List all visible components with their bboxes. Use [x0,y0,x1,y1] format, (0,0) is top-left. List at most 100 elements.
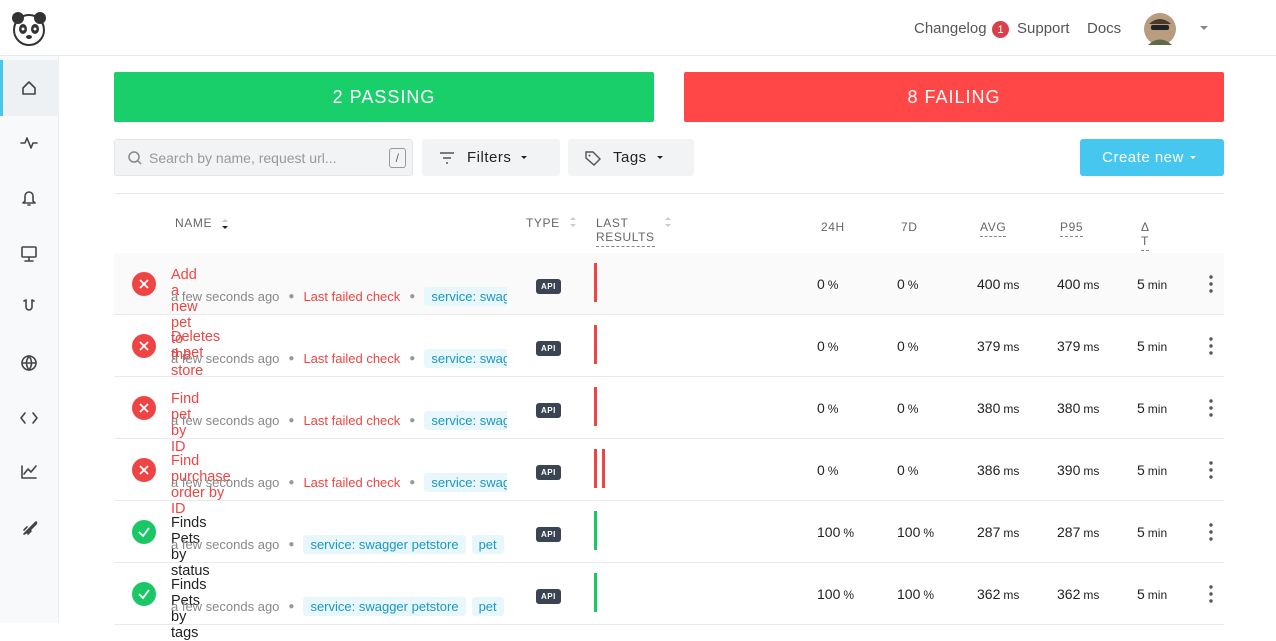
tag[interactable]: service: swagger petstore [424,348,507,368]
search-shortcut: / [389,148,406,168]
changelog-badge: 1 [992,21,1009,38]
metric-unit: % [827,402,839,416]
metric-avg: 380 ms [977,400,1019,416]
metric-value: 5 [1137,586,1145,602]
metric-value: 0 [817,462,825,478]
metric-value: 5 [1137,462,1145,478]
row-menu[interactable] [1208,460,1214,485]
result-bar[interactable] [594,387,597,426]
tag[interactable]: service: swagger petstore [424,472,507,492]
column-header[interactable]: NAME [175,216,213,230]
tag[interactable]: pet [471,596,504,616]
logo[interactable] [10,10,48,48]
separator: ● [409,414,416,426]
tag-icon [585,150,601,166]
tag[interactable]: service: swagger petstore [424,410,507,430]
status-icon [131,333,157,359]
type-badge: API [536,403,561,418]
metric-avg: 386 ms [977,462,1019,478]
table-row[interactable] [114,501,1224,563]
status-icon [131,581,157,607]
row-menu[interactable] [1208,584,1214,609]
avatar[interactable] [1143,12,1177,46]
table-row[interactable] [114,439,1224,501]
row-menu[interactable] [1208,522,1214,547]
check-name[interactable]: Find pet by ID [171,391,200,455]
column-header: P95 [1060,220,1084,237]
tag[interactable]: service: swagger petstore [303,596,466,616]
active-nav-item[interactable] [0,60,59,116]
metric-unit: % [907,340,919,354]
result-bar[interactable] [594,263,597,302]
failing-summary[interactable]: 8 FAILING [684,72,1224,122]
last-failed-note: Last failed check [303,288,401,304]
last-run-time: a few seconds ago [171,598,280,614]
check-name[interactable]: Find purchase order by ID [171,453,231,517]
metric-value: 5 [1137,276,1145,292]
metric-h24: 0% [817,338,838,354]
row-menu[interactable] [1208,336,1214,361]
tag[interactable]: pet [471,534,504,554]
column-header[interactable]: TYPE [526,216,560,230]
column-header: Δ T [1141,220,1149,251]
metric-value: 287 [1057,524,1081,540]
metric-value: 5 [1137,338,1145,354]
tag[interactable]: service: swagger petstore [424,286,507,306]
row-menu[interactable] [1208,398,1214,423]
check-meta: a few seconds ago ● Last failed check ● serv… [171,472,507,492]
metric-value: 390 [1057,462,1081,478]
result-bar[interactable] [602,449,605,488]
metric-unit: % [827,278,839,292]
result-bar[interactable] [594,449,597,488]
metric-d7: 100% [897,524,934,540]
check-name[interactable]: Deletes a pet [171,329,221,361]
metric-avg: 287 ms [977,524,1019,540]
check-name[interactable]: Add a new pet to the store [171,267,204,379]
nav-link[interactable]: Support [1017,20,1070,37]
result-bar[interactable] [594,325,597,364]
passing-summary[interactable]: 2 PASSING [114,72,654,122]
column-header[interactable]: LAST RESULTS [596,216,655,247]
type-badge: API [536,465,561,480]
result-bar[interactable] [594,573,597,612]
metric-value: 362 [977,586,1001,602]
filters-icon [440,151,454,164]
metric-d7: 0% [897,462,918,478]
filters-button[interactable]: Filters [422,139,560,176]
result-bar[interactable] [594,511,597,550]
metric-value: 400 [1057,276,1081,292]
metric-unit: min [1147,588,1168,602]
user-menu-caret[interactable] [1198,24,1210,32]
metric-d7: 0% [897,276,918,292]
table-row[interactable] [114,377,1224,439]
tags-button[interactable]: Tags [568,139,694,176]
table-row[interactable] [114,253,1224,315]
metric-unit: ms [1003,588,1020,602]
metric-delta: 5 min [1137,338,1167,354]
check-name[interactable]: Finds Pets by status [171,515,210,579]
metric-unit: ms [1003,340,1020,354]
nav-link[interactable]: Docs [1087,20,1122,37]
metric-value: 0 [897,276,905,292]
metric-delta: 5 min [1137,276,1167,292]
check-meta: a few seconds ago ● Last failed check ● serv… [171,286,507,306]
metric-p95: 379 ms [1057,338,1099,354]
sidebar-icons[interactable] [0,56,59,623]
tag[interactable]: service: swagger petstore [303,534,466,554]
separator: ● [288,476,295,488]
metric-d7: 0% [897,338,918,354]
metric-delta: 5 min [1137,400,1167,416]
search-box[interactable]: Search by name, request url... / [114,139,413,176]
metric-value: 100 [897,524,921,540]
row-menu[interactable] [1208,274,1214,299]
nav-link[interactable]: Changelog [914,20,987,37]
status-icon [131,271,157,297]
table-row[interactable] [114,315,1224,377]
top-bar: Changelog 1 Support Docs [0,0,1276,56]
metric-unit: min [1147,340,1168,354]
metric-unit: ms [1083,278,1100,292]
create-new-button[interactable]: Create new [1080,139,1224,176]
metric-unit: min [1147,278,1168,292]
metric-unit: % [827,464,839,478]
